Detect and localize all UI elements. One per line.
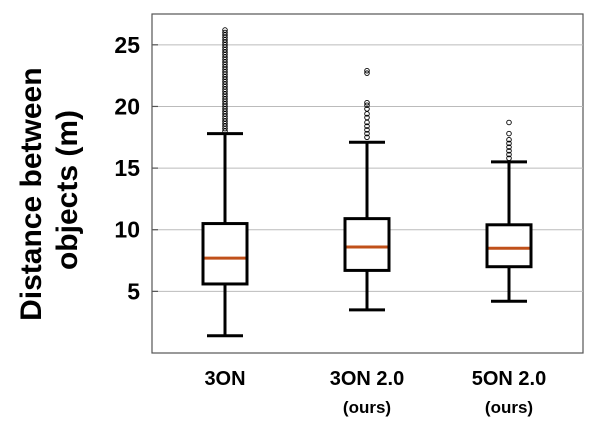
outlier-point	[506, 155, 512, 161]
y-tick-label: 5	[127, 278, 140, 304]
outlier-point	[364, 114, 370, 121]
box-layer	[201, 27, 533, 338]
box-group	[485, 119, 533, 303]
outlier-point	[364, 134, 370, 141]
outlier-point	[364, 70, 370, 76]
y-tick-layer: 5 10 15 20 25	[114, 32, 158, 304]
outlier-point	[364, 100, 370, 106]
outlier-point	[364, 102, 370, 108]
box-iqr	[343, 217, 391, 272]
outlier-point	[364, 130, 370, 137]
y-tick-label: 15	[114, 155, 140, 181]
outlier-point	[506, 148, 512, 154]
box-iqr	[485, 223, 533, 269]
outlier-point	[506, 151, 512, 158]
outlier-point	[506, 144, 512, 150]
x-category-label: 3ON 2.0	[330, 368, 404, 390]
y-axis-label-line-1: Distance between	[15, 67, 48, 320]
outlier-point	[364, 123, 370, 129]
box-group	[201, 27, 249, 338]
outlier-point	[506, 130, 512, 137]
x-category-label: 5ON 2.0	[472, 368, 546, 390]
x-category-sublabel: (ours)	[343, 398, 391, 417]
x-category-layer: 3ON 3ON 2.0 (ours) 5ON 2.0 (ours)	[204, 368, 546, 417]
x-category-label: 3ON	[204, 368, 245, 390]
outlier-point	[506, 136, 512, 143]
plot-frame	[151, 13, 584, 354]
outlier-point	[364, 67, 370, 74]
outlier-point	[222, 29, 228, 36]
y-axis-label: Distance between objects (m)	[15, 59, 84, 321]
y-tick-label: 10	[114, 217, 140, 243]
y-axis-label-line-2: objects (m)	[51, 110, 84, 270]
x-category-sublabel: (ours)	[485, 398, 533, 417]
outlier-point	[506, 140, 512, 147]
outlier-point	[506, 119, 512, 126]
y-tick-label: 20	[114, 93, 140, 119]
box-group	[343, 67, 391, 312]
y-tick-label: 25	[114, 32, 140, 58]
outlier-point	[364, 106, 370, 112]
box-iqr	[201, 222, 249, 286]
outlier-point	[222, 27, 228, 33]
outlier-point	[364, 127, 370, 133]
